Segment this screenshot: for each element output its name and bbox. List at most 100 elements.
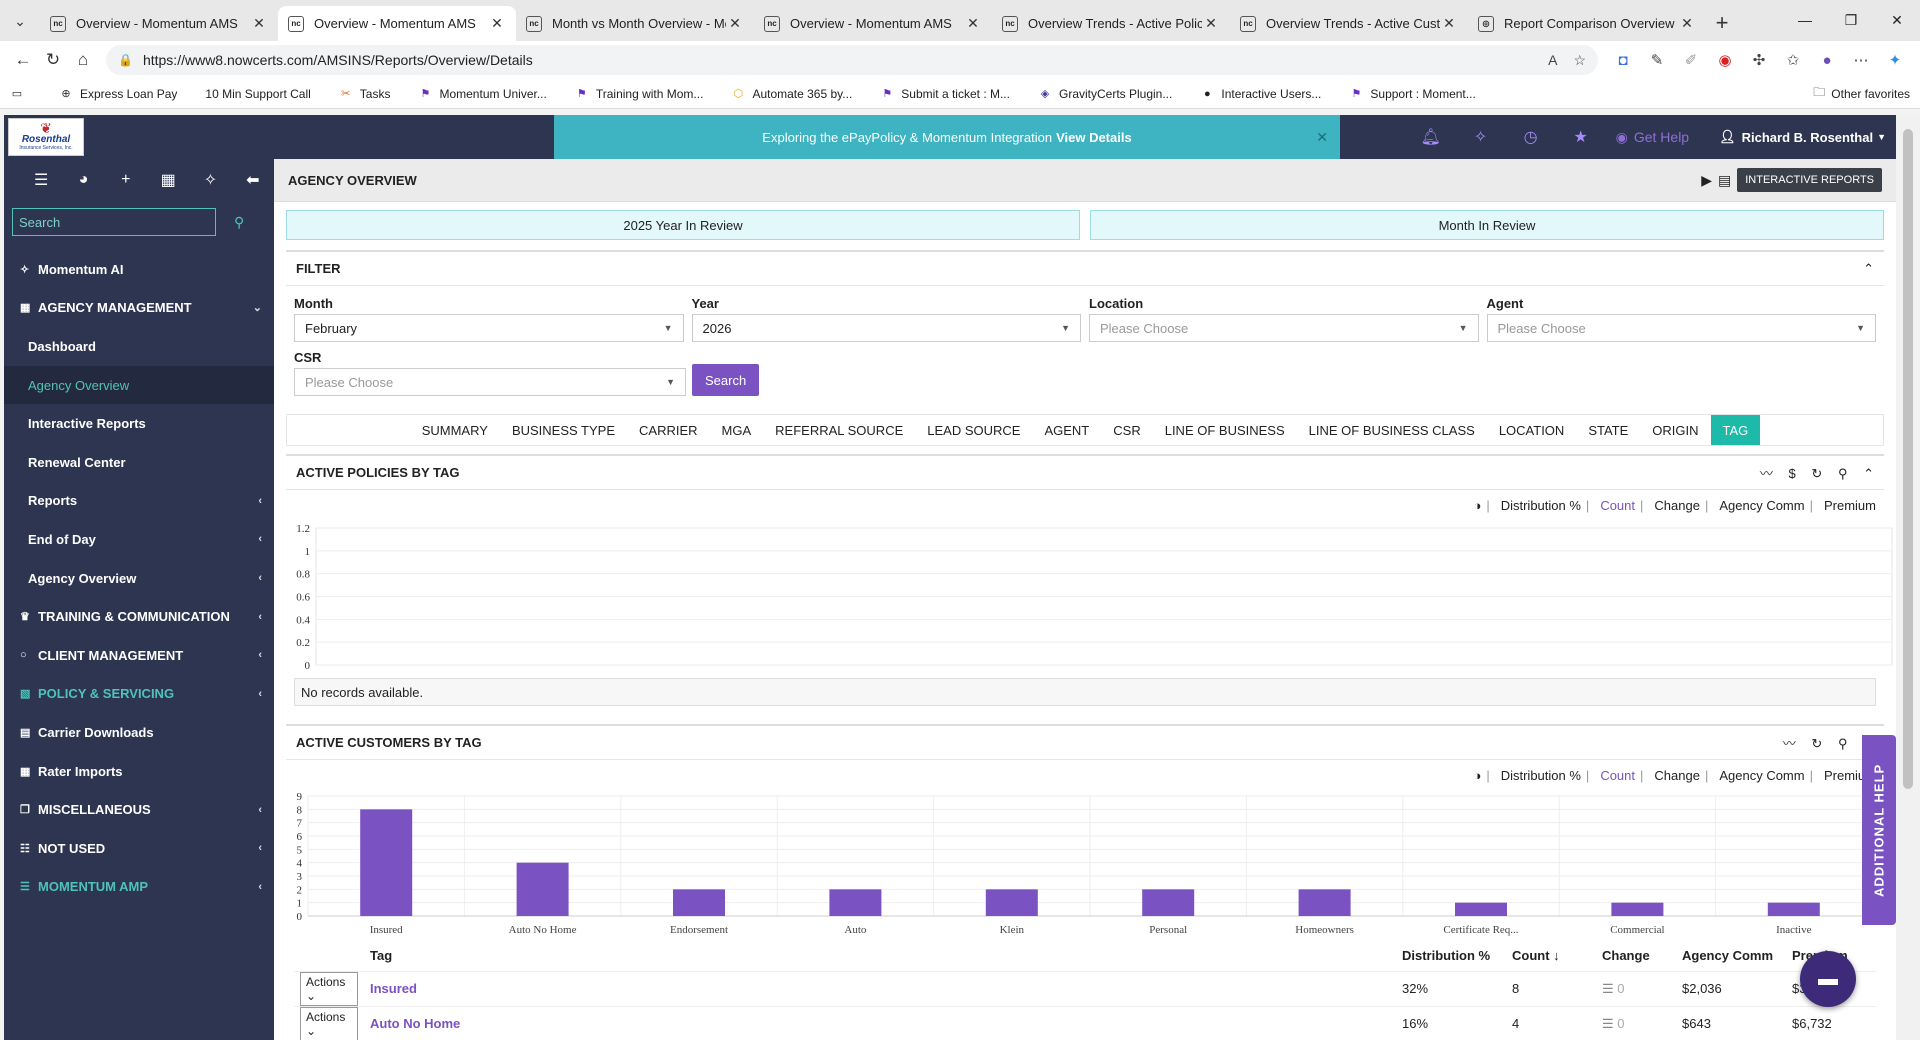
extension-icon[interactable]: ◘ <box>1618 51 1628 69</box>
user-menu[interactable]: 👤︎ Richard B. Rosenthal ▼ <box>1719 129 1896 145</box>
bar[interactable] <box>829 889 882 916</box>
metric-count[interactable]: Count <box>1600 497 1636 513</box>
search-button[interactable]: Search <box>692 364 760 396</box>
bar[interactable] <box>516 862 569 916</box>
sidebar-item-agency-overview[interactable]: Agency Overview <box>4 365 274 405</box>
collapse-icon[interactable]: ⌃ <box>1863 466 1874 481</box>
browser-tab[interactable]: ◎ Report Comparison Overview ✕ <box>1468 6 1706 41</box>
favorite-link[interactable]: ⚑ Submit a ticket : M... <box>880 87 1010 101</box>
report-icon[interactable]: ▤ <box>1718 171 1732 188</box>
metric-distribution-[interactable]: Distribution % <box>1500 497 1581 513</box>
browser-tab[interactable]: nc Overview Trends - Active Policies ✕ <box>992 6 1230 41</box>
chat-widget-button[interactable]: ▬ <box>1800 951 1856 1007</box>
profile-icon[interactable]: ● <box>1822 51 1832 69</box>
sidebar-item-renewal-center[interactable]: Renewal Center <box>4 443 274 482</box>
tag-link[interactable]: Insured <box>370 981 417 996</box>
metric-change[interactable]: Change <box>1654 767 1700 783</box>
sidebar-item-rater-imports[interactable]: ▦ Rater Imports <box>4 752 274 791</box>
tab-state[interactable]: STATE <box>1588 422 1629 438</box>
back-icon[interactable]: ← <box>14 50 32 69</box>
tab-tag[interactable]: TAG <box>1710 415 1761 445</box>
location-select[interactable]: Please Choose ▼ <box>1089 314 1479 342</box>
minimize-button[interactable]: — <box>1798 12 1812 28</box>
clock-icon[interactable]: ◷ <box>1523 129 1538 146</box>
tab-carrier[interactable]: CARRIER <box>639 422 698 438</box>
browser-tab[interactable]: nc Month vs Month Overview - Mom ✕ <box>516 6 754 41</box>
tab-agent[interactable]: AGENT <box>1044 422 1090 438</box>
magic-wand-icon[interactable]: ✧ <box>203 172 218 189</box>
browser-tab[interactable]: nc Overview - Momentum AMS ✕ <box>40 6 278 41</box>
star-icon[interactable]: ★ <box>1573 129 1588 146</box>
close-tab-icon[interactable]: ✕ <box>253 15 265 31</box>
bell-icon[interactable]: 🔔︎ <box>1420 129 1441 146</box>
plus-icon[interactable]: + <box>121 171 131 188</box>
dollar-icon[interactable]: $ <box>1788 466 1796 481</box>
scrollbar-thumb[interactable] <box>1903 129 1913 789</box>
favorite-link[interactable]: ⊕ Express Loan Pay <box>59 87 177 101</box>
sidebar-item-end-of-day[interactable]: End of Day ‹ <box>4 520 274 559</box>
grid-icon[interactable]: ▦ <box>160 172 176 189</box>
favorite-link[interactable]: 10 Min Support Call <box>205 87 310 101</box>
get-help-button[interactable]: ◉ Get Help <box>1616 129 1689 146</box>
home-icon[interactable]: ⌂ <box>77 50 89 69</box>
read-aloud-icon[interactable]: A <box>1548 52 1558 68</box>
opera-icon[interactable]: ◉ <box>1718 52 1732 69</box>
metric-distribution-[interactable]: Distribution % <box>1500 767 1581 783</box>
url-field[interactable]: 🔒 https://www8.nowcerts.com/AMSINS/Repor… <box>106 45 1598 75</box>
close-tab-icon[interactable]: ✕ <box>1205 15 1217 31</box>
sidebar-item-miscellaneous[interactable]: ❐ MISCELLANEOUS ‹ <box>4 790 274 829</box>
refresh-icon[interactable]: ↻ <box>1811 736 1823 751</box>
trend-icon[interactable]: 〰 <box>1759 466 1773 481</box>
other-favorites[interactable]: 🗀 Other favorites <box>1813 83 1910 104</box>
tab-line-of-business-class[interactable]: LINE OF BUSINESS CLASS <box>1308 422 1475 438</box>
interactive-reports-button[interactable]: INTERACTIVE REPORTS <box>1737 168 1882 192</box>
browser-tab[interactable]: nc Overview - Momentum AMS ✕ <box>278 6 516 41</box>
favorites-icon[interactable]: ✩ <box>1786 52 1800 69</box>
new-tab-button[interactable]: + <box>1715 10 1729 35</box>
bar[interactable] <box>673 889 725 916</box>
favorite-link[interactable]: ⚑ Momentum Univer... <box>418 87 547 101</box>
column-header[interactable]: Change <box>1602 948 1650 964</box>
zoom-icon[interactable]: ⚲ <box>1837 736 1848 751</box>
pencil-icon[interactable]: ✐ <box>1684 52 1698 69</box>
collapse-icon[interactable]: ⌃ <box>1863 260 1874 276</box>
column-header[interactable]: Count ↓ <box>1512 948 1560 964</box>
actions-dropdown[interactable]: Actions ⌄ <box>300 1006 358 1040</box>
menu-icon[interactable]: ☰ <box>33 172 49 189</box>
tab-mga[interactable]: MGA <box>721 422 752 438</box>
sparkle-icon[interactable]: ✧ <box>1473 129 1488 146</box>
tab-summary[interactable]: SUMMARY <box>421 422 488 438</box>
sidebar-item-carrier-downloads[interactable]: ▤ Carrier Downloads <box>4 713 274 752</box>
close-tab-icon[interactable]: ✕ <box>1681 15 1693 31</box>
tab-location[interactable]: LOCATION <box>1498 422 1565 438</box>
favorite-link[interactable]: ◈ GravityCerts Plugin... <box>1038 87 1173 101</box>
sidebar-search-input[interactable] <box>12 208 216 236</box>
pie-chart-icon[interactable]: ◑ <box>1473 767 1482 783</box>
metric-agency-comm[interactable]: Agency Comm <box>1719 497 1805 513</box>
favorite-link[interactable]: ⬡ Automate 365 by... <box>731 87 853 101</box>
pie-chart-icon[interactable]: ◑ <box>1473 497 1482 513</box>
reading-view-icon[interactable]: ▭ <box>11 88 23 100</box>
close-tab-icon[interactable]: ✕ <box>491 15 503 31</box>
metric-change[interactable]: Change <box>1654 497 1700 513</box>
close-tab-icon[interactable]: ✕ <box>729 15 741 31</box>
metric-count[interactable]: Count <box>1600 767 1636 783</box>
logo[interactable]: ❦ Rosenthal Insurance Services, Inc. <box>4 115 274 158</box>
close-tab-icon[interactable]: ✕ <box>1443 15 1455 31</box>
sidebar-item-policy-servicing[interactable]: ▧ POLICY & SERVICING ‹ <box>4 675 274 714</box>
more-icon[interactable]: ⋯ <box>1853 52 1869 69</box>
collapse-arrow-icon[interactable]: ⬅ <box>246 172 260 189</box>
pen-icon[interactable]: ✎ <box>1650 52 1664 69</box>
page-scrollbar[interactable] <box>1896 115 1920 1040</box>
column-header[interactable]: Distribution % <box>1402 948 1491 964</box>
metric-agency-comm[interactable]: Agency Comm <box>1719 767 1805 783</box>
puzzle-icon[interactable]: ✣ <box>1752 52 1766 69</box>
column-header[interactable]: Tag <box>370 948 393 964</box>
bar[interactable] <box>360 809 413 916</box>
sidebar-item-training-communication[interactable]: ♛ TRAINING & COMMUNICATION ‹ <box>4 597 274 636</box>
sidebar-item-agency-overview[interactable]: Agency Overview ‹ <box>4 559 274 598</box>
sidebar-item-client-management[interactable]: ○ CLIENT MANAGEMENT ‹ <box>4 636 274 675</box>
month-select[interactable]: February ▼ <box>294 314 684 342</box>
sidebar-item-dashboard[interactable]: Dashboard <box>4 327 274 366</box>
restore-button[interactable]: ❐ <box>1844 11 1858 28</box>
